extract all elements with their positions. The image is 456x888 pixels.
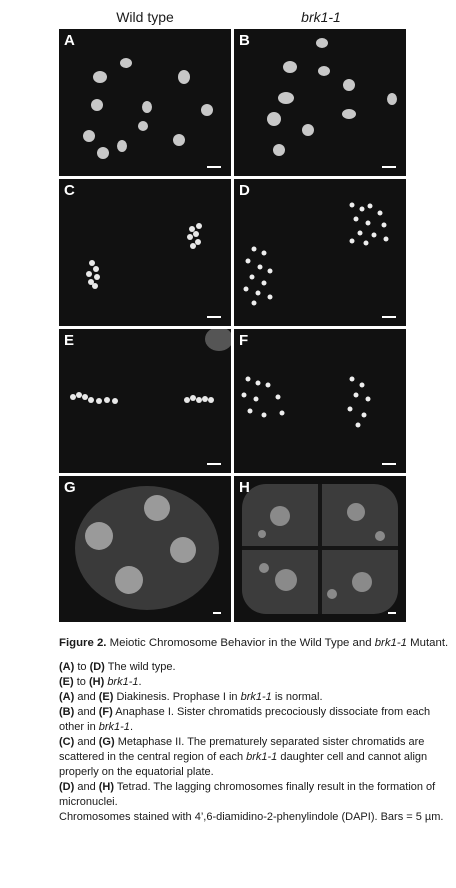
caption-line-wildtype: (A) to (D) The wild type.: [59, 661, 176, 673]
panel-label-a: A: [64, 32, 75, 49]
micrograph-panel-f: F: [234, 329, 406, 473]
scale-bar: [207, 166, 221, 168]
caption-line-anaphase: (B) and (F) Anaphase I. Sister chromatid…: [59, 706, 431, 733]
panel-label-e: E: [64, 332, 75, 349]
panel-label-c: C: [64, 182, 75, 199]
panel-label-d: D: [239, 182, 250, 199]
panel-label-g: G: [64, 479, 76, 496]
column-header-wild-type: Wild type: [116, 9, 174, 25]
scale-bar: [382, 463, 396, 465]
caption-title: Figure 2. Meiotic Chromosome Behavior in…: [59, 637, 449, 649]
scale-bar: [207, 316, 221, 318]
panel-label-f: F: [239, 332, 249, 349]
caption-line-staining: Chromosomes stained with 4’,6-diamidino-…: [59, 811, 444, 823]
panel-label-h: H: [239, 479, 250, 496]
figure-caption: Figure 2. Meiotic Chromosome Behavior in…: [59, 636, 451, 825]
caption-line-diakinesis: (A) and (E) Diakinesis. Prophase I in br…: [59, 691, 323, 703]
micrograph-panel-d: D: [234, 179, 406, 326]
caption-line-metaphase: (C) and (G) Metaphase II. The prematurel…: [59, 736, 428, 778]
caption-line-tetrad: (D) and (H) Tetrad. The lagging chromoso…: [59, 781, 436, 808]
micrograph-panel-g: G: [59, 476, 231, 622]
scale-bar: [382, 166, 396, 168]
micrograph-panel-h: H: [234, 476, 406, 622]
column-header-brk1-1: brk1-1: [301, 9, 341, 25]
scale-bar: [207, 463, 221, 465]
panel-label-b: B: [239, 32, 250, 49]
scale-bar: [382, 316, 396, 318]
scale-bar: [213, 612, 221, 614]
micrograph-panel-c: C: [59, 179, 231, 326]
micrograph-panel-a: A: [59, 29, 231, 176]
micrograph-panel-b: B: [234, 29, 406, 176]
micrograph-panel-e: E: [59, 329, 231, 473]
scale-bar: [388, 612, 396, 614]
caption-line-mutant: (E) to (H) brk1-1.: [59, 676, 142, 688]
